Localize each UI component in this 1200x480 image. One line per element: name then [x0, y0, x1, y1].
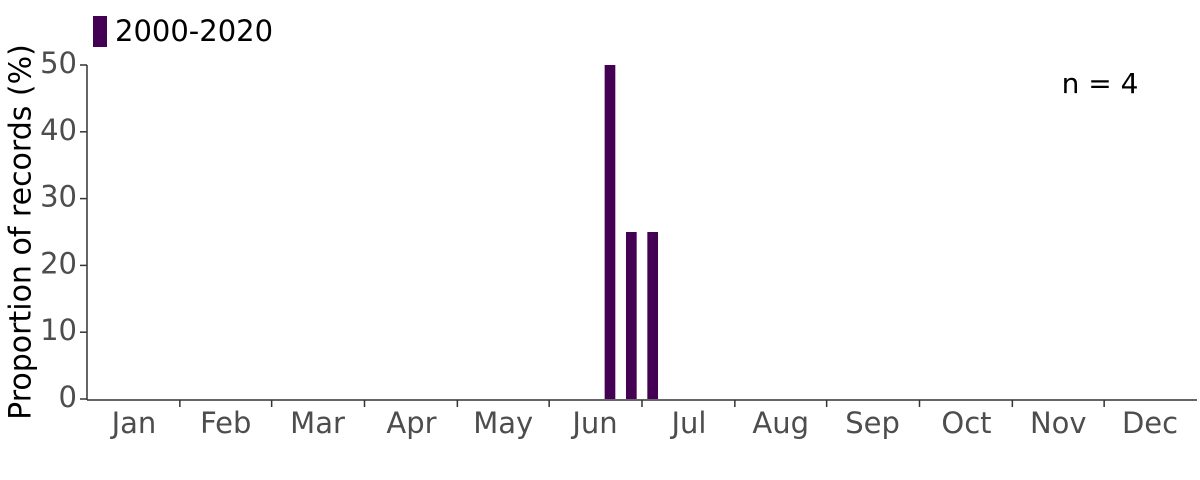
y-tick-label: 40 [40, 113, 77, 147]
x-tick-label: Nov [1030, 406, 1087, 440]
x-tick-label: May [473, 406, 533, 440]
y-tick-label: 10 [40, 313, 77, 347]
y-axis-title: Proportion of records (%) [4, 44, 39, 420]
legend-swatch [93, 16, 107, 47]
x-tick-label: Feb [200, 406, 251, 440]
annotation: n = 4 [1062, 67, 1139, 100]
bar [604, 65, 616, 399]
x-tick-label: Oct [941, 406, 991, 440]
bar [647, 232, 659, 399]
x-tick-label: Jun [570, 406, 617, 440]
x-tick-label: Mar [290, 406, 345, 440]
y-tick-label: 50 [40, 46, 77, 80]
x-tick-label: Jan [110, 406, 157, 440]
x-tick-label: Apr [386, 406, 436, 440]
bar [625, 232, 637, 399]
x-tick-label: Dec [1122, 406, 1178, 440]
y-tick-label: 30 [40, 180, 77, 214]
y-tick-label: 0 [59, 380, 77, 414]
y-tick-label: 20 [40, 246, 77, 280]
x-tick-label: Sep [845, 406, 900, 440]
x-tick-label: Aug [752, 406, 809, 440]
x-tick-label: Jul [669, 406, 706, 440]
legend-label: 2000-2020 [115, 14, 273, 48]
